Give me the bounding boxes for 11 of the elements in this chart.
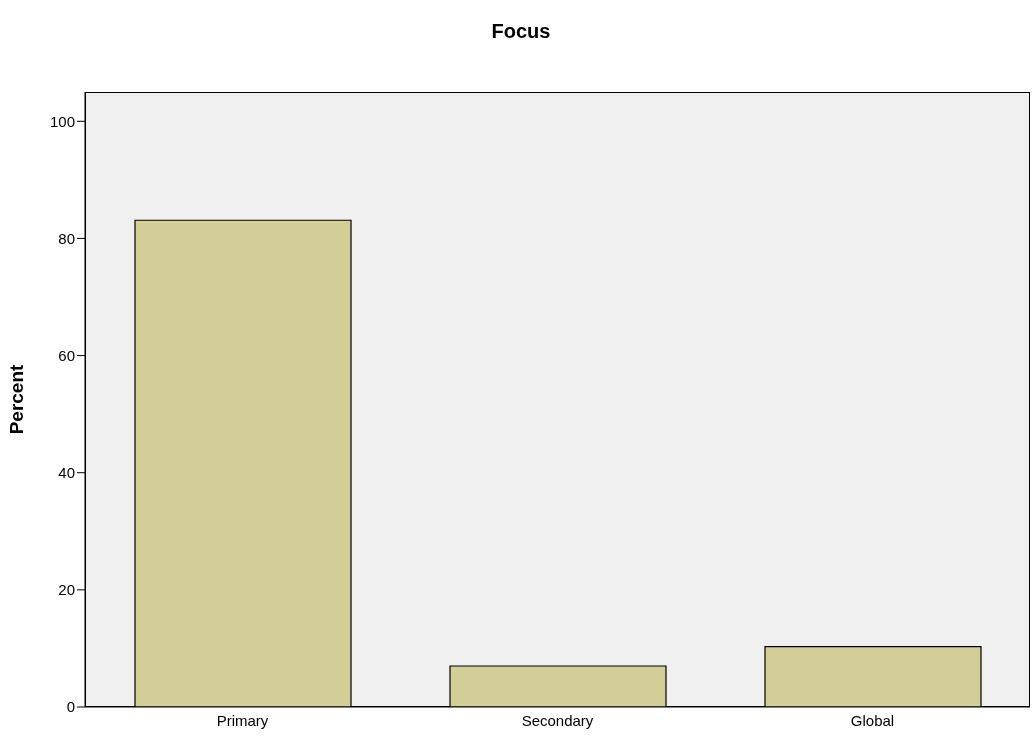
y-tick-label: 100 [49,112,75,130]
y-tick-label: 60 [58,346,75,364]
x-tick-label: Primary [216,711,269,729]
x-tick-label: Secondary [521,711,594,729]
chart-title: Focus [490,20,552,43]
y-tick-label: 80 [58,229,75,247]
y-tick-label: 20 [58,581,75,599]
y-tick-label: 0 [66,698,75,716]
y-tick-label: 40 [58,464,75,482]
x-tick-label: Global [850,711,895,729]
y-axis-title: Percent [5,363,27,435]
